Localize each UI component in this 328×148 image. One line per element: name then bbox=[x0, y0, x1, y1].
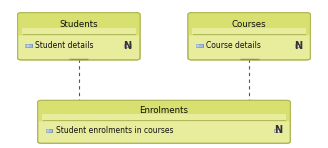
FancyBboxPatch shape bbox=[38, 100, 290, 143]
Bar bbox=[42, 114, 286, 120]
Text: N: N bbox=[274, 126, 282, 135]
Text: N: N bbox=[294, 41, 302, 51]
Bar bbox=[295, 44, 301, 47]
Bar bbox=[22, 28, 135, 34]
Text: Enrolments: Enrolments bbox=[139, 106, 189, 115]
FancyBboxPatch shape bbox=[18, 13, 140, 60]
FancyBboxPatch shape bbox=[18, 13, 140, 36]
Bar bbox=[124, 44, 131, 47]
FancyBboxPatch shape bbox=[188, 13, 310, 36]
Text: N: N bbox=[123, 41, 132, 51]
FancyBboxPatch shape bbox=[188, 13, 310, 60]
Text: Students: Students bbox=[59, 20, 98, 29]
Bar bbox=[275, 129, 281, 132]
Bar bbox=[196, 45, 203, 47]
Text: Student enrolments in courses: Student enrolments in courses bbox=[55, 126, 173, 135]
Text: Student details: Student details bbox=[35, 41, 94, 50]
FancyBboxPatch shape bbox=[38, 100, 290, 121]
Text: Courses: Courses bbox=[232, 20, 266, 29]
Bar bbox=[46, 129, 52, 132]
Text: Course details: Course details bbox=[206, 41, 261, 50]
Bar bbox=[193, 28, 306, 34]
Bar bbox=[26, 45, 32, 47]
